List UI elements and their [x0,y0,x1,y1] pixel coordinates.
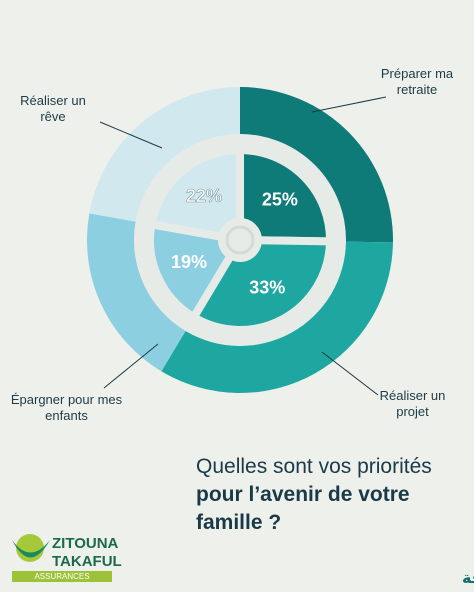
leader-line [103,343,159,389]
outer-slice [89,87,240,222]
outer-slice [161,241,393,394]
brand-sub: ASSURANCES [34,572,89,581]
inner-slice [236,145,334,246]
leaders [99,96,387,396]
value-label: 22% [186,186,222,206]
logo-leaf [12,540,50,558]
outer-slice [240,87,393,243]
title-line: Quelles sont vos priorités [196,455,432,478]
value-label: 33% [249,278,285,298]
tagline: وقفتنا معاكم صحيحة [462,570,474,587]
inner-slice [146,219,237,323]
brand-name: ZITOUNA [52,535,119,552]
title-bold: pour l’avenir de votre famille ? [196,483,410,534]
category-label: Réaliser un rêve [20,93,86,124]
leader-line [99,121,163,149]
category-label: Préparer ma retraite [380,66,454,97]
logo-icon [16,534,44,562]
value-label: 19% [171,252,207,272]
title: Quelles sont vos priorités pour l’avenir … [196,453,464,537]
category-label: Réaliser un projet [379,388,446,419]
outer-slice [86,213,186,372]
center-hub [225,225,255,255]
inner-slice [146,145,244,242]
value-label: 25% [262,189,298,209]
brand-bar [12,571,112,582]
leader-line [321,351,379,396]
brand-name: TAKAFUL [52,553,122,570]
leader-line [311,96,387,113]
category-label: Épargner pour mes enfants [10,392,123,423]
